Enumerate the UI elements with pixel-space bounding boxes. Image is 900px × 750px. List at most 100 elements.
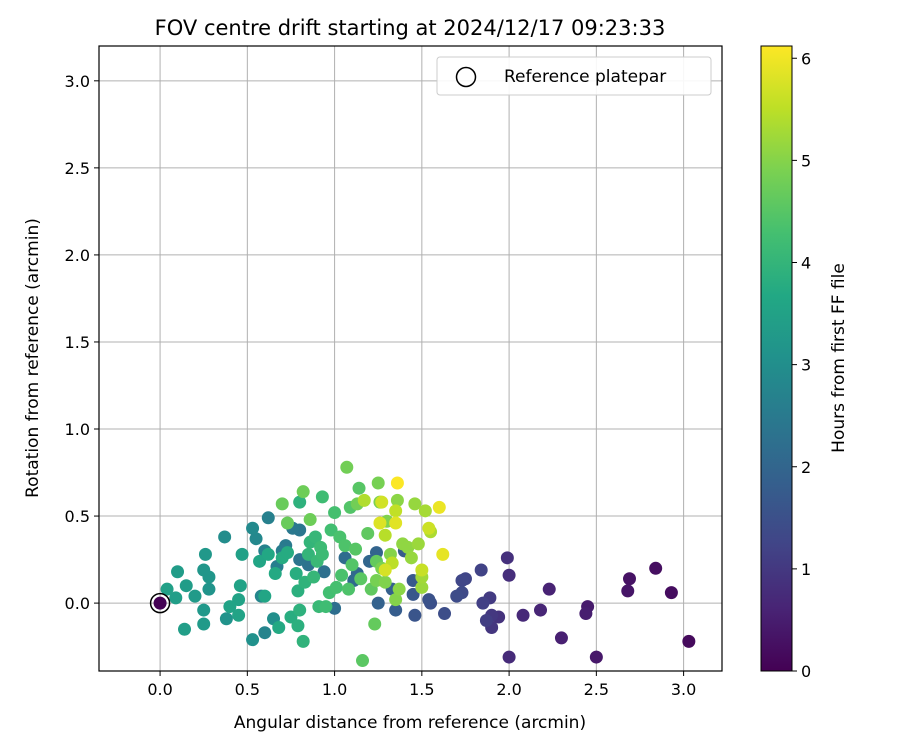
scatter-point xyxy=(261,547,275,561)
scatter-point xyxy=(301,547,315,561)
scatter-point xyxy=(479,614,493,628)
scatter-point xyxy=(389,603,403,617)
scatter-point xyxy=(378,563,392,577)
scatter-point xyxy=(246,521,260,535)
scatter-point xyxy=(188,589,202,603)
chart-title: FOV centre drift starting at 2024/12/17 … xyxy=(155,16,666,40)
scatter-point xyxy=(218,530,232,544)
scatter-point xyxy=(392,582,406,596)
scatter-point xyxy=(317,565,331,579)
scatter-point xyxy=(246,633,260,647)
scatter-point xyxy=(335,568,349,582)
scatter-point xyxy=(303,513,317,527)
legend-box xyxy=(436,56,712,96)
scatter-point xyxy=(153,596,167,610)
scatter-point xyxy=(198,547,212,561)
scatter-point xyxy=(284,610,298,624)
reference-marker xyxy=(149,592,171,614)
scatter-point xyxy=(342,582,356,596)
scatter-point xyxy=(293,603,307,617)
y-tick-label: 1.0 xyxy=(65,420,90,439)
scatter-point xyxy=(664,586,678,600)
reference-platepar-marker xyxy=(149,592,171,614)
scatter-point xyxy=(197,563,211,577)
scatter-point xyxy=(476,596,490,610)
scatter-point xyxy=(389,516,403,530)
x-tick-label: 2.5 xyxy=(584,680,609,699)
legend-label: Reference platepar xyxy=(504,67,666,87)
y-tick-label: 0.0 xyxy=(65,594,90,613)
x-tick-label: 2.0 xyxy=(496,680,521,699)
colorbar-tick-label: 5 xyxy=(801,151,811,170)
scatter-point xyxy=(378,528,392,542)
scatter-point xyxy=(375,495,389,509)
scatter-point xyxy=(373,516,387,530)
scatter-point xyxy=(354,572,368,586)
y-tick-label: 2.0 xyxy=(65,246,90,265)
scatter-point xyxy=(438,607,452,621)
scatter-point xyxy=(542,582,556,596)
scatter-point xyxy=(516,608,530,622)
x-tick-label: 1.5 xyxy=(409,680,434,699)
scatter-point xyxy=(371,476,385,490)
scatter-point xyxy=(272,620,286,634)
scatter-point xyxy=(352,481,366,495)
scatter-point xyxy=(171,565,185,579)
scatter-point xyxy=(415,563,429,577)
scatter-point xyxy=(315,490,329,504)
scatter-point xyxy=(682,634,696,648)
scatter-point xyxy=(179,579,193,593)
scatter-point xyxy=(378,575,392,589)
scatter-point xyxy=(289,567,303,581)
scatter-point xyxy=(197,617,211,631)
scatter-point xyxy=(232,593,246,607)
scatter-point xyxy=(178,622,192,636)
scatter-point xyxy=(296,485,310,499)
data-points xyxy=(153,460,696,668)
scatter-point xyxy=(390,493,404,507)
scatter-point xyxy=(160,582,174,596)
scatter-point xyxy=(554,631,568,645)
scatter-point xyxy=(406,587,420,601)
colorbar-ticks: 0 1 2 3 4 5 6 xyxy=(792,49,811,681)
x-tick-label: 0.5 xyxy=(235,680,260,699)
scatter-point xyxy=(356,654,370,668)
scatter-point xyxy=(280,516,294,530)
scatter-point xyxy=(368,617,382,631)
scatter-point xyxy=(371,596,385,610)
scatter-point xyxy=(422,521,436,535)
scatter-point xyxy=(261,511,275,525)
scatter-point xyxy=(296,634,310,648)
scatter-point xyxy=(268,567,282,581)
scatter-point xyxy=(408,497,422,511)
scatter-point xyxy=(329,580,343,594)
scatter-point xyxy=(169,591,183,605)
scatter-point xyxy=(235,547,249,561)
colorbar-tick-label: 1 xyxy=(801,560,811,579)
scatter-point xyxy=(579,607,593,621)
scatter-point xyxy=(275,497,289,511)
scatter-point xyxy=(649,561,663,575)
scatter-point xyxy=(389,593,403,607)
colorbar-gradient xyxy=(760,45,793,672)
scatter-point xyxy=(319,600,333,614)
y-tick-label: 0.5 xyxy=(65,507,90,526)
scatter-point xyxy=(345,558,359,572)
scatter-point xyxy=(258,626,272,640)
x-tick-label: 1.0 xyxy=(322,680,347,699)
scatter-point xyxy=(361,526,375,540)
y-tick-label: 2.5 xyxy=(65,159,90,178)
scatter-point xyxy=(390,476,404,490)
colorbar-tick-label: 6 xyxy=(801,49,811,68)
colorbar-tick-label: 2 xyxy=(801,458,811,477)
scatter-point xyxy=(408,608,422,622)
x-tick-label: 0.0 xyxy=(147,680,172,699)
scatter-point xyxy=(455,573,469,587)
colorbar: 0 1 2 3 4 5 6 Hours from first FF file xyxy=(760,45,849,681)
scatter-point xyxy=(197,603,211,617)
scatter-point xyxy=(422,593,436,607)
scatter-point xyxy=(389,504,403,518)
scatter-point xyxy=(308,530,322,544)
x-axis-label: Angular distance from reference (arcmin) xyxy=(234,713,586,733)
